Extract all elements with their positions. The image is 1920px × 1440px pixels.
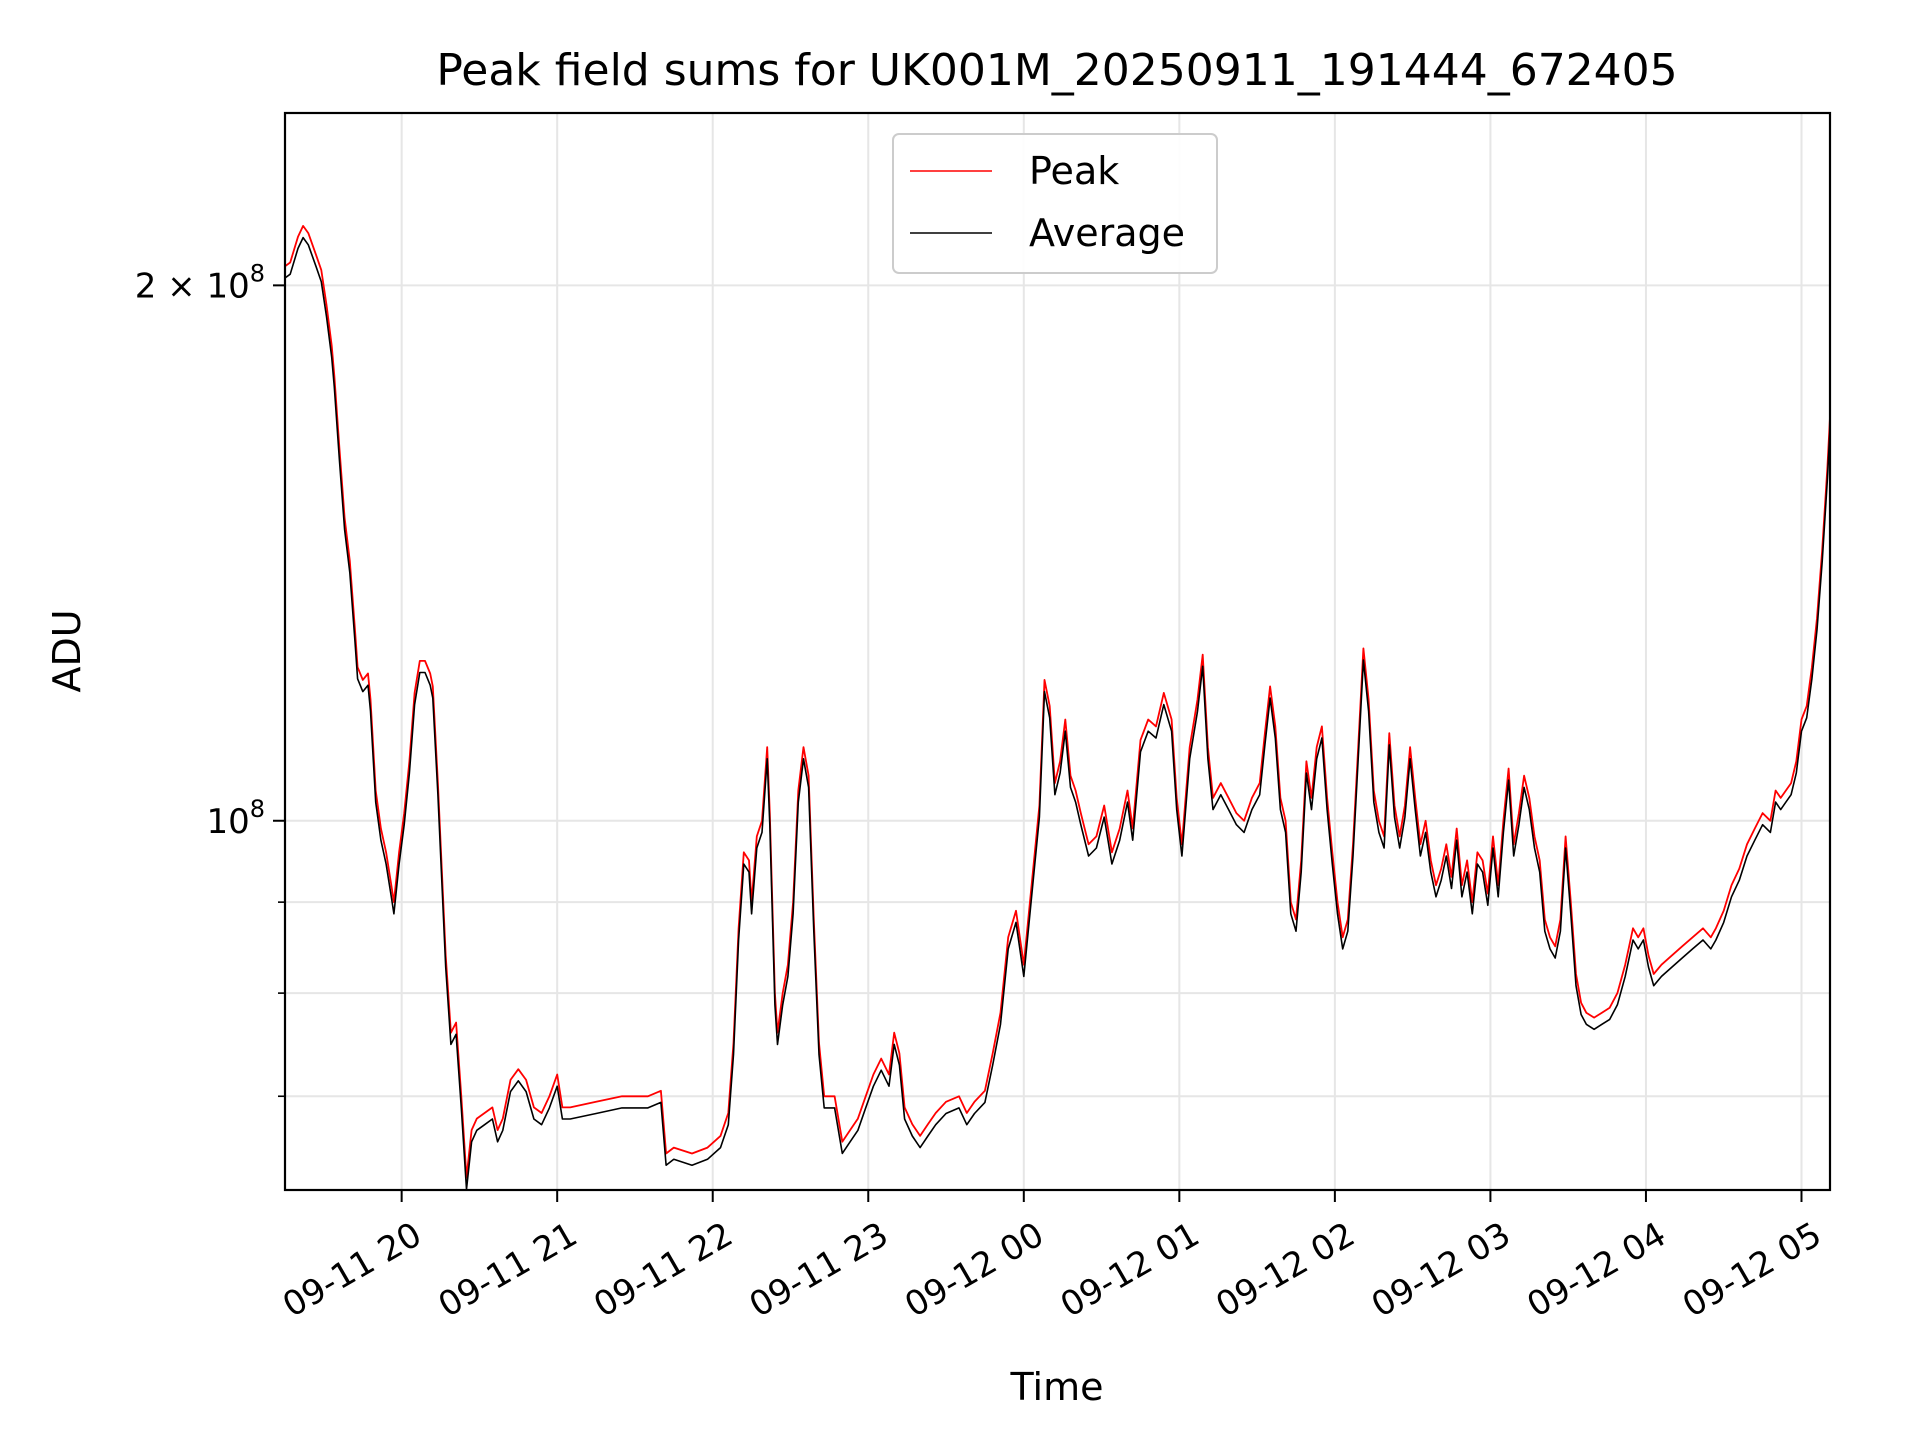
legend-label-average: Average <box>1029 211 1185 255</box>
x-axis-label: Time <box>1010 1365 1104 1409</box>
series-line-average <box>285 236 1830 1190</box>
series-line-peak <box>285 224 1830 1179</box>
y-tick-label: 2 × 108 <box>135 259 265 306</box>
plot-frame <box>283 111 1832 1192</box>
y-tick-label: 108 <box>206 795 265 842</box>
y-axis-label: ADU <box>45 609 89 692</box>
legend-label-peak: Peak <box>1029 149 1119 193</box>
y-axis-ticks: 108 2 × 108 <box>135 259 285 1098</box>
chart-title: Peak field sums for UK001M_20250911_1914… <box>436 45 1677 96</box>
legend: Peak Average <box>892 133 1218 274</box>
grid-lines <box>285 113 1830 1190</box>
legend-box <box>892 133 1218 274</box>
series-layer <box>285 224 1830 1190</box>
